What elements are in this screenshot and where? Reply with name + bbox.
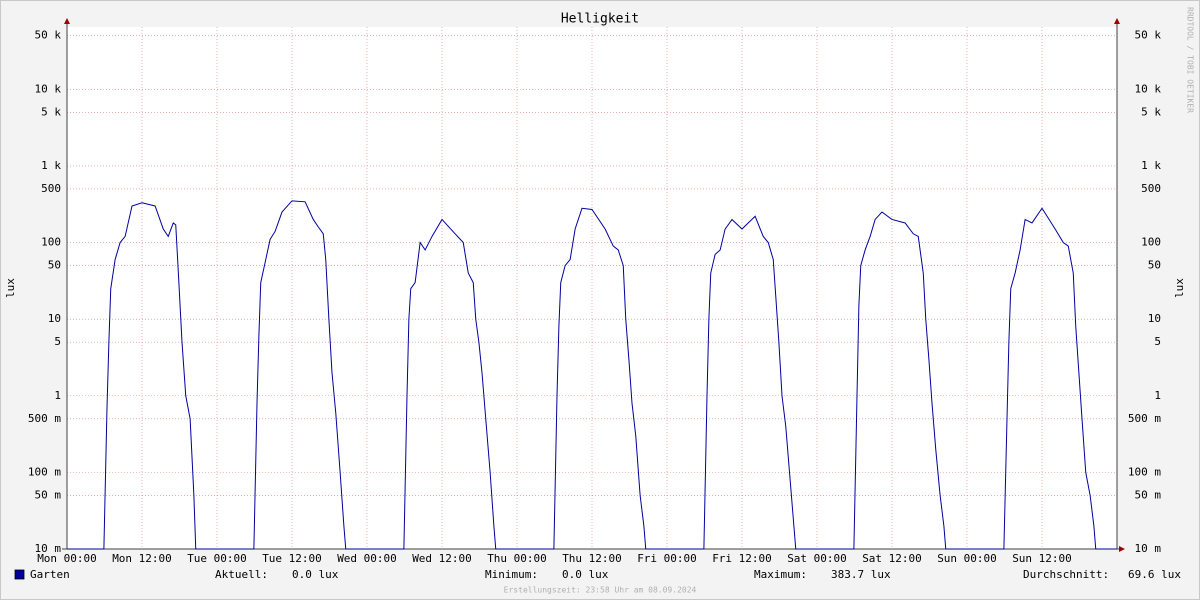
y2-tick-label: 5 — [1154, 335, 1161, 348]
stat-label: Aktuell: — [215, 568, 268, 581]
y2-tick-label: 100 — [1141, 236, 1161, 249]
y2-tick-label: 50 k — [1135, 29, 1162, 42]
stat-value: 0.0 lux — [562, 568, 609, 581]
y2-tick-label: 500 — [1141, 182, 1161, 195]
x-tick-label: Wed 00:00 — [337, 552, 397, 565]
y2-tick-label: 10 — [1148, 312, 1161, 325]
y2-tick-label: 5 k — [1141, 105, 1161, 118]
x-tick-label: Tue 12:00 — [262, 552, 322, 565]
x-tick-label: Tue 00:00 — [187, 552, 247, 565]
x-tick-label: Sun 12:00 — [1012, 552, 1072, 565]
y-tick-label: 5 k — [41, 105, 61, 118]
y-tick-label: 50 k — [35, 29, 62, 42]
y-tick-label: 500 — [41, 182, 61, 195]
y2-tick-label: 10 m — [1135, 542, 1162, 555]
grid — [66, 27, 1117, 550]
legend-label: Garten — [30, 568, 70, 581]
x-tick-label: Fri 00:00 — [637, 552, 697, 565]
x-tick-label: Mon 00:00 — [37, 552, 97, 565]
y-tick-label: 1 — [54, 389, 61, 402]
legend: Garten — [14, 568, 70, 581]
stat-label: Maximum: — [754, 568, 807, 581]
axis-arrow — [1114, 18, 1120, 24]
axis-arrow — [1119, 546, 1125, 552]
x-tick-label: Mon 12:00 — [112, 552, 172, 565]
x-tick-label: Thu 12:00 — [562, 552, 622, 565]
data-line — [67, 200, 1117, 550]
y-tick-label: 5 — [54, 335, 61, 348]
y-tick-label: 10 k — [35, 82, 62, 95]
stat-label: Durchschnitt: — [1023, 568, 1109, 581]
footer: Erstellungszeit: 23:58 Uhr am 08.09.2024 — [504, 586, 697, 595]
y-tick-label: 1 k — [41, 159, 61, 172]
x-tick-label: Sat 12:00 — [862, 552, 922, 565]
stat-value: 0.0 lux — [292, 568, 339, 581]
y-tick-label: 50 m — [35, 488, 62, 501]
x-tick-label: Thu 00:00 — [487, 552, 547, 565]
y2-tick-label: 1 k — [1141, 159, 1161, 172]
y-tick-label: 500 m — [28, 412, 61, 425]
x-tick-label: Fri 12:00 — [712, 552, 772, 565]
y-axis-label: lux — [4, 278, 17, 298]
y2-tick-label: 50 m — [1135, 488, 1162, 501]
legend-swatch — [14, 569, 25, 580]
stat-label: Minimum: — [485, 568, 538, 581]
x-tick-label: Sun 00:00 — [937, 552, 997, 565]
stat-value: 69.6 lux — [1128, 568, 1181, 581]
y-tick-label: 100 — [41, 236, 61, 249]
y2-tick-label: 1 — [1154, 389, 1161, 402]
y2-tick-label: 100 m — [1128, 465, 1161, 478]
y-tick-label: 10 m — [35, 542, 62, 555]
y2-tick-label: 50 — [1148, 259, 1161, 272]
y-tick-label: 50 — [48, 259, 61, 272]
chart-title: Helligkeit — [561, 12, 639, 27]
watermark: RRDTOOL / TOBI OETIKER — [1186, 7, 1195, 113]
x-tick-label: Wed 12:00 — [412, 552, 472, 565]
y-tick-label: 100 m — [28, 465, 61, 478]
y-tick-label: 10 — [48, 312, 61, 325]
stat-value: 383.7 lux — [831, 568, 891, 581]
x-tick-label: Sat 00:00 — [787, 552, 847, 565]
y2-axis-label: lux — [1173, 278, 1186, 298]
y2-tick-label: 10 k — [1135, 82, 1162, 95]
y2-tick-label: 500 m — [1128, 412, 1161, 425]
axis-arrow — [64, 18, 70, 24]
